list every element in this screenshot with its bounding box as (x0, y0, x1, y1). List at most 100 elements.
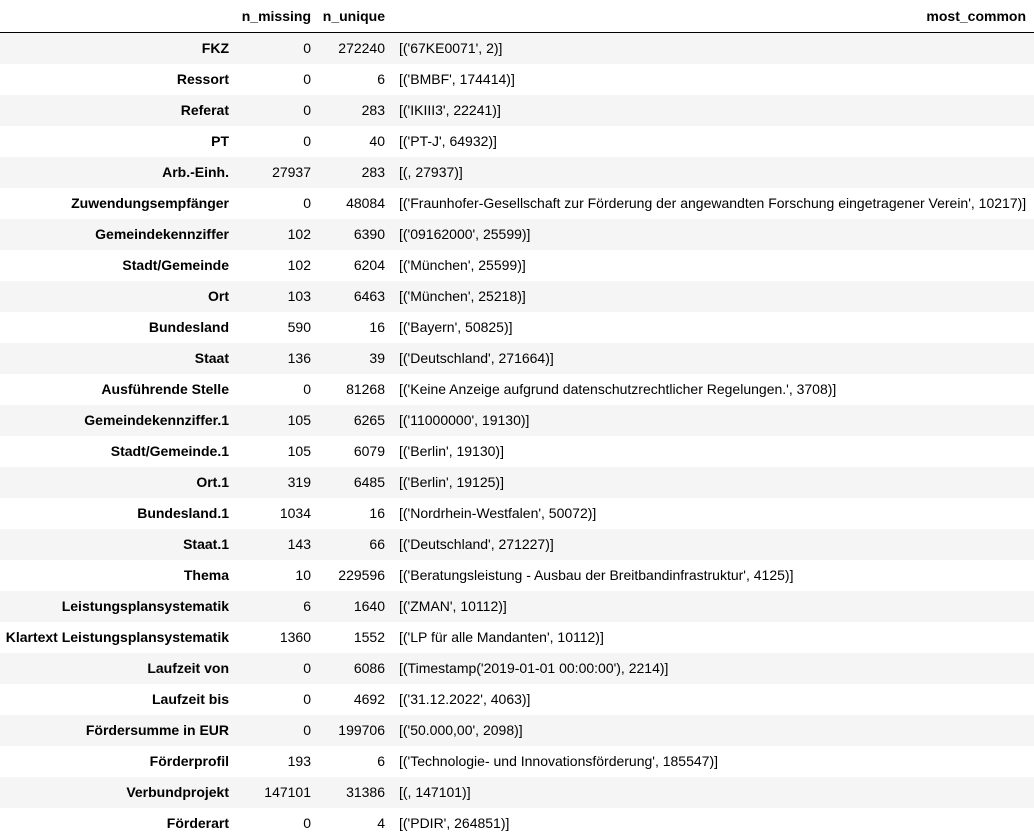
n-unique-cell: 81268 (346, 381, 385, 397)
row-index-label: Ort.1 (196, 474, 229, 490)
most-common-cell: [('Berlin', 19130)] (399, 443, 504, 459)
most-common-header: most_common (393, 0, 1034, 33)
most-common-cell: [('67KE0071', 2)] (399, 40, 503, 57)
n-missing-cell: 0 (303, 195, 311, 211)
table-row: Ort.1 319 6485 [('Berlin', 19125)] (0, 466, 1034, 498)
n-missing-cell: 103 (287, 288, 311, 304)
n-missing-cell: 10 (295, 567, 311, 583)
row-index-label: Leistungsplansystematik (61, 598, 229, 614)
table-row: Referat 0 283 [('IKIII3', 22241)] (0, 94, 1034, 126)
row-index-label: Gemeindekennziffer.1 (84, 412, 229, 428)
most-common-cell: [('50.000,00', 2098)] (399, 722, 523, 738)
row-index-label: Förderprofil (149, 753, 229, 769)
most-common-cell: [('PT-J', 64932)] (399, 133, 497, 149)
n-missing-cell: 102 (287, 257, 311, 273)
table-row: PT 0 40 [('PT-J', 64932)] (0, 125, 1034, 157)
most-common-cell: [('Technologie- und Innovationsförderung… (399, 753, 719, 769)
table-row: Klartext Leistungsplansystematik 1360 1552… (0, 621, 1034, 653)
n-missing-cell: 0 (303, 133, 311, 149)
most-common-cell: [('Nordrhein-Westfalen', 50072)] (399, 505, 597, 521)
most-common-cell: [('09162000', 25599)] (399, 226, 531, 242)
index-header (0, 0, 237, 33)
row-index-label: Staat (194, 350, 229, 366)
row-index-label: Bundesland.1 (137, 505, 229, 521)
n-missing-cell: 147101 (264, 784, 311, 800)
row-index-label: Stadt/Gemeinde (122, 257, 229, 273)
n-unique-cell: 66 (369, 536, 385, 552)
n-unique-cell: 229596 (338, 567, 385, 583)
row-index-label: Förderart (166, 815, 229, 831)
n-unique-cell: 1552 (353, 629, 385, 645)
n-missing-cell: 0 (303, 71, 311, 87)
table-row: Bundesland 590 16 [('Bayern', 50825)] (0, 311, 1034, 343)
n-missing-cell: 27937 (272, 164, 311, 180)
n-missing-cell: 105 (287, 443, 311, 459)
table-row: Laufzeit bis 0 4692 [('31.12.2022', 4063)] (0, 683, 1034, 715)
table-row: FKZ 0 272240 [('67KE0071', 2)] (0, 32, 1034, 64)
n-unique-cell: 6265 (353, 412, 385, 428)
table-row: Thema 10 229596 [('Beratungsleistung - Ausb… (0, 559, 1034, 591)
table-row: Stadt/Gemeinde.1 105 6079 [('Berlin', 19130… (0, 435, 1034, 467)
table-row: Förderart 0 4 [('PDIR', 264851)] (0, 807, 1034, 839)
most-common-cell: [('Fraunhofer-Gesellschaft zur Förderung… (399, 195, 1027, 211)
header-row: n_missing n_unique most_common (0, 0, 1034, 33)
row-index-label: Gemeindekennziffer (95, 226, 229, 242)
table-row: Gemeindekennziffer 102 6390 [('09162000', 2… (0, 218, 1034, 250)
row-index-label: Ressort (176, 71, 229, 87)
row-index-label: FKZ (201, 40, 229, 57)
row-index-label: Ort (208, 288, 229, 304)
row-index-label: Laufzeit bis (151, 691, 229, 707)
row-index-label: PT (211, 133, 229, 149)
n-unique-cell: 6 (377, 71, 385, 87)
n-unique-cell: 4692 (353, 691, 385, 707)
row-index-label: Staat.1 (183, 536, 229, 552)
n-unique-cell: 6204 (353, 257, 385, 273)
n-missing-cell: 193 (287, 753, 311, 769)
n-missing-cell: 143 (287, 536, 311, 552)
most-common-cell: [('LP für alle Mandanten', 10112)] (399, 629, 604, 645)
n-missing-cell: 0 (303, 381, 311, 397)
most-common-cell: [('31.12.2022', 4063)] (399, 691, 531, 707)
table-row: Zuwendungsempfänger 0 48084 [('Fraunhofer-G… (0, 187, 1034, 219)
table-row: Laufzeit von 0 6086 [(Timestamp('2019-01-01… (0, 652, 1034, 684)
n-missing-cell: 319 (287, 474, 311, 490)
table-row: Verbundprojekt 147101 31386 [(, 147101)] (0, 776, 1034, 808)
n-missing-header: n_missing (237, 0, 319, 33)
row-index-label: Stadt/Gemeinde.1 (110, 443, 229, 459)
table-row: Ausführende Stelle 0 81268 [('Keine Anzeige… (0, 373, 1034, 405)
most-common-cell: [('Bayern', 50825)] (399, 319, 513, 335)
most-common-cell: [(, 147101)] (399, 784, 471, 800)
row-index-label: Klartext Leistungsplansystematik (5, 629, 229, 645)
n-unique-cell: 16 (369, 319, 385, 335)
n-unique-cell: 6 (377, 753, 385, 769)
n-unique-cell: 6485 (353, 474, 385, 490)
n-missing-cell: 0 (303, 660, 311, 676)
n-unique-cell: 199706 (338, 722, 385, 738)
n-missing-cell: 590 (287, 319, 311, 335)
n-unique-cell: 6079 (353, 443, 385, 459)
row-index-label: Arb.-Einh. (162, 164, 229, 180)
most-common-cell: [(, 27937)] (399, 164, 463, 180)
n-unique-cell: 40 (369, 133, 385, 149)
table-row: Ressort 0 6 [('BMBF', 174414)] (0, 63, 1034, 95)
table-row: Leistungsplansystematik 6 1640 [('ZMAN', 10… (0, 590, 1034, 622)
n-unique-cell: 1640 (353, 598, 385, 614)
n-missing-cell: 0 (303, 691, 311, 707)
row-index-label: Thema (183, 567, 229, 583)
row-index-label: Verbundprojekt (126, 784, 229, 800)
n-unique-cell: 4 (377, 815, 385, 831)
most-common-cell: [(Timestamp('2019-01-01 00:00:00'), 2214… (399, 660, 669, 676)
n-missing-cell: 0 (303, 815, 311, 831)
n-missing-cell: 0 (303, 722, 311, 738)
most-common-cell: [('PDIR', 264851)] (399, 815, 510, 831)
n-missing-cell: 105 (287, 412, 311, 428)
n-unique-cell: 283 (361, 164, 385, 180)
n-missing-cell: 1360 (279, 629, 311, 645)
table-row: Staat.1 143 66 [('Deutschland', 271227)] (0, 528, 1034, 560)
table-header: n_missing n_unique most_common (0, 0, 1034, 33)
most-common-cell: [('Beratungsleistung - Ausbau der Breitb… (399, 567, 794, 583)
row-index-label: Referat (180, 102, 229, 118)
table-row: Arb.-Einh. 27937 283 [(, 27937)] (0, 156, 1034, 188)
most-common-cell: [('Berlin', 19125)] (399, 474, 504, 490)
